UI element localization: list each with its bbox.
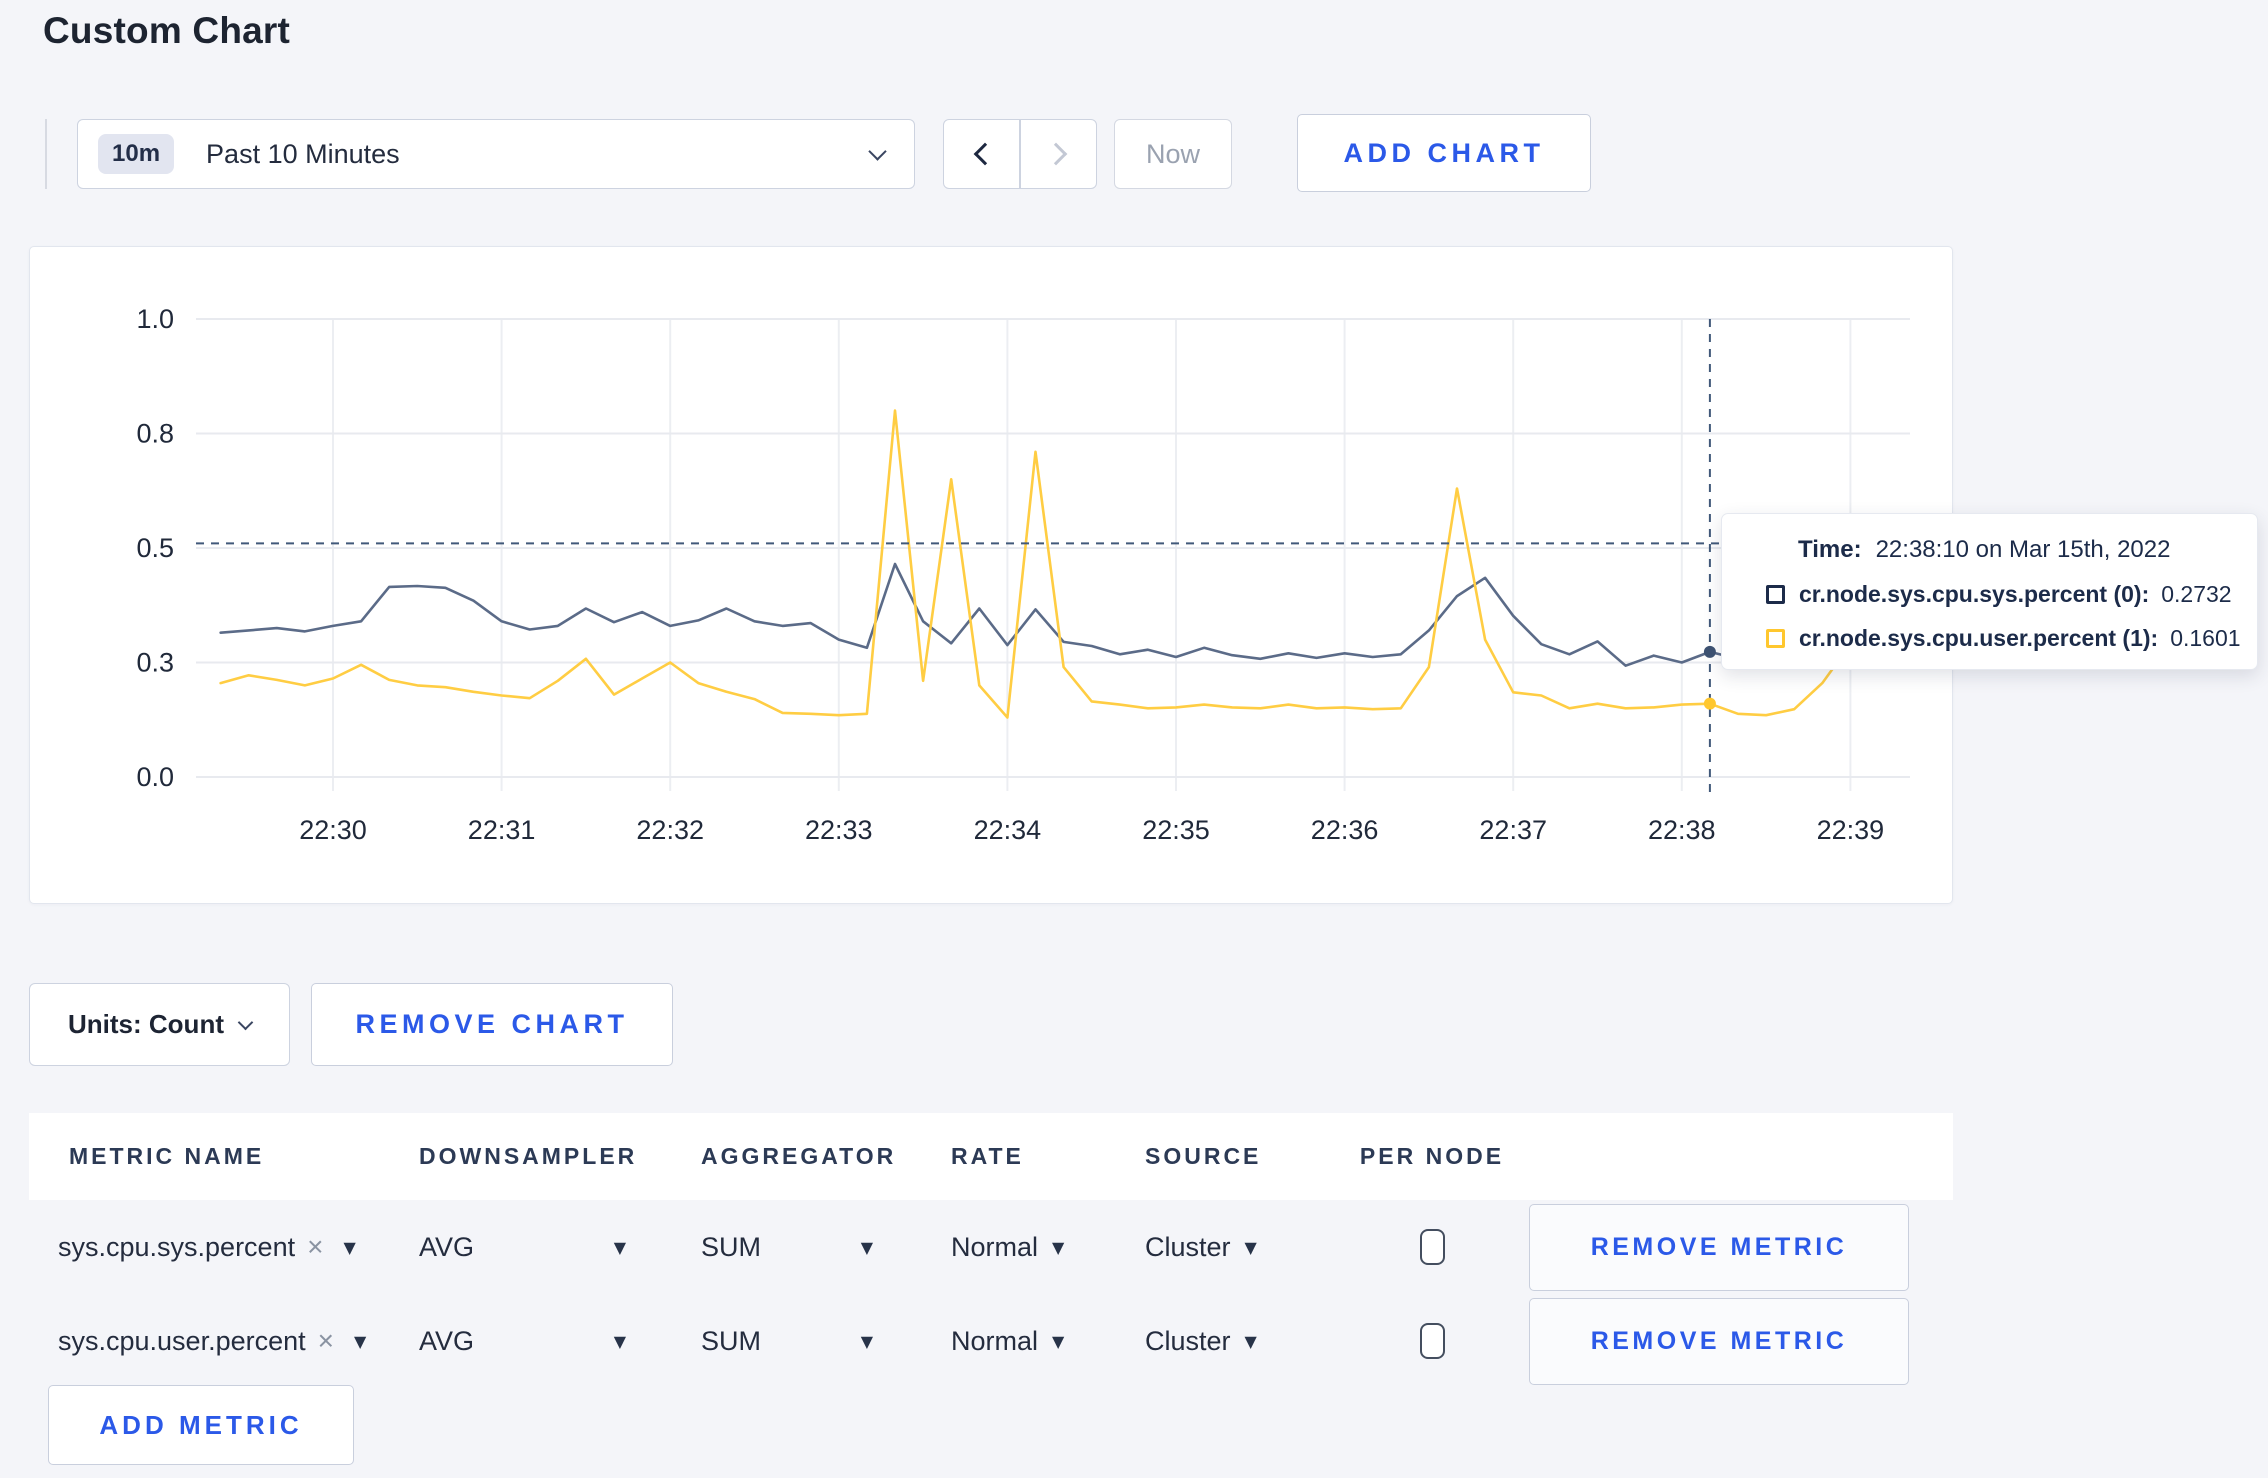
chevron-right-icon bbox=[1044, 142, 1067, 166]
metric-name-value: sys.cpu.user.percent bbox=[58, 1325, 306, 1356]
x-axis-tick: 22:30 bbox=[299, 815, 367, 845]
cr.node.sys.cpu.sys.percent-line bbox=[219, 562, 1908, 668]
metric-dropdown-caret-icon[interactable]: ▼ bbox=[354, 1331, 367, 1351]
column-header-aggregator: AGGREGATOR bbox=[701, 1143, 897, 1169]
per-node-checkbox[interactable] bbox=[1419, 1323, 1445, 1359]
tooltip-time-value: 22:38:10 on Mar 15th, 2022 bbox=[1875, 536, 2171, 563]
metrics-table-header: METRIC NAME DOWNSAMPLER AGGREGATOR RATE … bbox=[29, 1113, 1953, 1200]
source-value: Cluster bbox=[1145, 1231, 1231, 1262]
column-header-downsampler: DOWNSAMPLER bbox=[419, 1143, 638, 1169]
aggregator-select[interactable]: SUM ▼ bbox=[701, 1232, 951, 1263]
tooltip-user-series-label: cr.node.sys.cpu.user.percent (1): bbox=[1799, 625, 2159, 651]
metric-name-value: sys.cpu.sys.percent bbox=[58, 1231, 296, 1262]
time-range-label: Past 10 Minutes bbox=[206, 138, 400, 169]
now-button[interactable]: Now bbox=[1114, 119, 1232, 189]
y-axis-tick: 0.5 bbox=[136, 533, 174, 563]
metric-name-cell: sys.cpu.sys.percent × ▼ bbox=[29, 1231, 419, 1263]
units-select-label: Units: Count bbox=[68, 1009, 224, 1039]
dropdown-caret-icon: ▼ bbox=[1052, 1237, 1065, 1257]
time-step-buttons bbox=[943, 119, 1097, 189]
metric-row: sys.cpu.sys.percent × ▼ AVG ▼ SUM ▼ Normal ▼ Clus… bbox=[29, 1200, 1953, 1294]
column-header-metric-name: METRIC NAME bbox=[69, 1143, 265, 1169]
y-axis-tick: 0.0 bbox=[136, 762, 174, 792]
dropdown-caret-icon: ▼ bbox=[860, 1237, 873, 1257]
x-axis-tick: 22:31 bbox=[468, 815, 536, 845]
x-axis-tick: 22:32 bbox=[636, 815, 704, 845]
column-header-rate: RATE bbox=[951, 1143, 1024, 1169]
page-title: Custom Chart bbox=[43, 10, 291, 51]
rate-value: Normal bbox=[951, 1231, 1039, 1262]
chevron-down-icon bbox=[237, 1014, 254, 1030]
per-node-cell bbox=[1335, 1323, 1529, 1359]
sys-hover-dot bbox=[1703, 645, 1716, 658]
remove-chart-button[interactable]: REMOVE CHART bbox=[311, 983, 673, 1066]
per-node-cell bbox=[1335, 1229, 1529, 1265]
add-chart-button[interactable]: ADD CHART bbox=[1297, 114, 1591, 192]
source-select[interactable]: Cluster ▼ bbox=[1145, 1326, 1335, 1357]
dropdown-caret-icon: ▼ bbox=[613, 1237, 626, 1257]
clear-metric-icon[interactable]: × bbox=[307, 1231, 324, 1262]
source-select[interactable]: Cluster ▼ bbox=[1145, 1232, 1335, 1263]
previous-time-button[interactable] bbox=[943, 119, 1020, 189]
y-axis-tick: 1.0 bbox=[136, 304, 174, 334]
chevron-down-icon bbox=[868, 141, 887, 161]
per-node-checkbox[interactable] bbox=[1419, 1229, 1445, 1265]
tooltip-sys-series-label: cr.node.sys.cpu.sys.percent (0): bbox=[1799, 581, 2150, 607]
x-axis-tick: 22:34 bbox=[974, 815, 1042, 845]
add-metric-button[interactable]: ADD METRIC bbox=[48, 1385, 354, 1465]
user-series-swatch-icon bbox=[1766, 629, 1785, 648]
x-axis-tick: 22:37 bbox=[1479, 815, 1547, 845]
metric-row: sys.cpu.user.percent × ▼ AVG ▼ SUM ▼ Normal ▼ Clu… bbox=[29, 1294, 1953, 1388]
time-range-badge: 10m bbox=[98, 134, 175, 174]
units-select[interactable]: Units: Count bbox=[29, 983, 290, 1066]
downsampler-select[interactable]: AVG ▼ bbox=[419, 1326, 701, 1357]
x-axis-tick: 22:35 bbox=[1142, 815, 1210, 845]
downsampler-value: AVG bbox=[419, 1231, 475, 1262]
y-axis-tick: 0.3 bbox=[136, 648, 174, 678]
downsampler-select[interactable]: AVG ▼ bbox=[419, 1232, 701, 1263]
cr.node.sys.cpu.user.percent-line bbox=[219, 409, 1908, 719]
rate-select[interactable]: Normal ▼ bbox=[951, 1326, 1145, 1357]
remove-metric-button[interactable]: REMOVE METRIC bbox=[1529, 1203, 1909, 1291]
downsampler-value: AVG bbox=[419, 1325, 475, 1356]
tooltip-user-series-value: 0.1601 bbox=[2170, 625, 2241, 651]
sys-series-swatch-icon bbox=[1766, 585, 1785, 604]
aggregator-value: SUM bbox=[701, 1325, 761, 1356]
dropdown-caret-icon: ▼ bbox=[1052, 1331, 1065, 1351]
rate-value: Normal bbox=[951, 1325, 1039, 1356]
x-axis-tick: 22:39 bbox=[1817, 815, 1885, 845]
next-time-button[interactable] bbox=[1020, 119, 1097, 189]
x-axis-tick: 22:33 bbox=[805, 815, 873, 845]
aggregator-select[interactable]: SUM ▼ bbox=[701, 1326, 951, 1357]
rate-select[interactable]: Normal ▼ bbox=[951, 1232, 1145, 1263]
remove-metric-button[interactable]: REMOVE METRIC bbox=[1529, 1297, 1909, 1385]
time-range-select[interactable]: 10m Past 10 Minutes bbox=[77, 119, 915, 189]
dropdown-caret-icon: ▼ bbox=[613, 1331, 626, 1351]
user-hover-dot bbox=[1703, 697, 1716, 710]
source-value: Cluster bbox=[1145, 1325, 1231, 1356]
dropdown-caret-icon: ▼ bbox=[860, 1331, 873, 1351]
dropdown-caret-icon: ▼ bbox=[1244, 1237, 1257, 1257]
tooltip-sys-series-value: 0.2732 bbox=[2161, 581, 2232, 607]
clear-metric-icon[interactable]: × bbox=[317, 1325, 334, 1356]
tooltip-time-label: Time: bbox=[1798, 536, 1862, 563]
aggregator-value: SUM bbox=[701, 1231, 761, 1262]
column-header-per-node: PER NODE bbox=[1359, 1143, 1505, 1169]
x-axis-tick: 22:38 bbox=[1648, 815, 1716, 845]
column-header-source: SOURCE bbox=[1145, 1143, 1262, 1169]
metric-dropdown-caret-icon[interactable]: ▼ bbox=[343, 1237, 356, 1257]
y-axis-tick: 0.8 bbox=[136, 419, 174, 449]
dropdown-caret-icon: ▼ bbox=[1244, 1331, 1257, 1351]
x-axis-tick: 22:36 bbox=[1311, 815, 1379, 845]
timeseries-chart[interactable]: 22:30 22:31 22:32 22:33 22:34 22:35 22:36 22:37… bbox=[30, 247, 1954, 905]
metric-name-cell: sys.cpu.user.percent × ▼ bbox=[29, 1325, 419, 1357]
chart-card: 22:30 22:31 22:32 22:33 22:34 22:35 22:36 22:37… bbox=[29, 246, 1953, 904]
chart-tooltip: Time: 22:38:10 on Mar 15th, 2022 cr.node… bbox=[1721, 513, 2258, 670]
toolbar-divider bbox=[45, 119, 47, 189]
chevron-left-icon bbox=[973, 142, 996, 166]
